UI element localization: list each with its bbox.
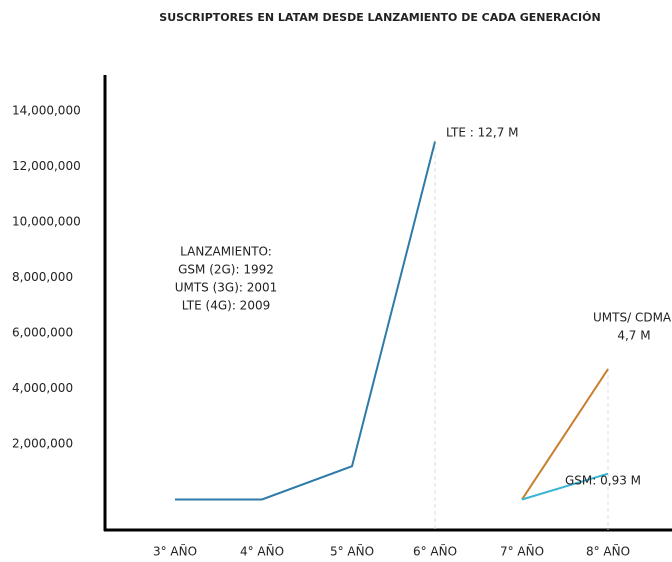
line	[175, 141, 436, 501]
x-tick-label: 5° AÑO	[330, 544, 374, 559]
x-tick-label: 7° AÑO	[500, 544, 544, 559]
annotation: LTE : 12,7 M	[446, 126, 519, 140]
line	[521, 472, 609, 501]
y-tick-label: 8,000,000	[12, 270, 73, 284]
y-tick-label: 2,000,000	[12, 436, 73, 450]
x-tick-label: 3° AÑO	[153, 544, 197, 559]
annotation: 4,7 M	[617, 329, 650, 343]
annotation: GSM (2G): 1992	[178, 263, 274, 277]
y-tick-label: 14,000,000	[12, 104, 81, 118]
x-tick-label: 8° AÑO	[586, 544, 630, 559]
annotation: LANZAMIENTO:	[180, 245, 272, 259]
annotation: GSM: 0,93 M	[565, 474, 641, 488]
x-tick-label: 4° AÑO	[240, 544, 284, 559]
y-tick-label: 6,000,000	[12, 326, 73, 340]
y-tick-label: 10,000,000	[12, 215, 81, 229]
annotation: UMTS (3G): 2001	[175, 281, 278, 295]
annotation: UMTS/ CDMA:	[593, 311, 672, 325]
y-tick-label: 12,000,000	[12, 159, 81, 173]
y-tick-label: 4,000,000	[12, 381, 73, 395]
chart-title: SUSCRIPTORES EN LATAM DESDE LANZAMIENTO …	[159, 11, 600, 24]
line	[521, 368, 609, 501]
x-tick-label: 6° AÑO	[413, 544, 457, 559]
annotation: LTE (4G): 2009	[182, 299, 270, 313]
